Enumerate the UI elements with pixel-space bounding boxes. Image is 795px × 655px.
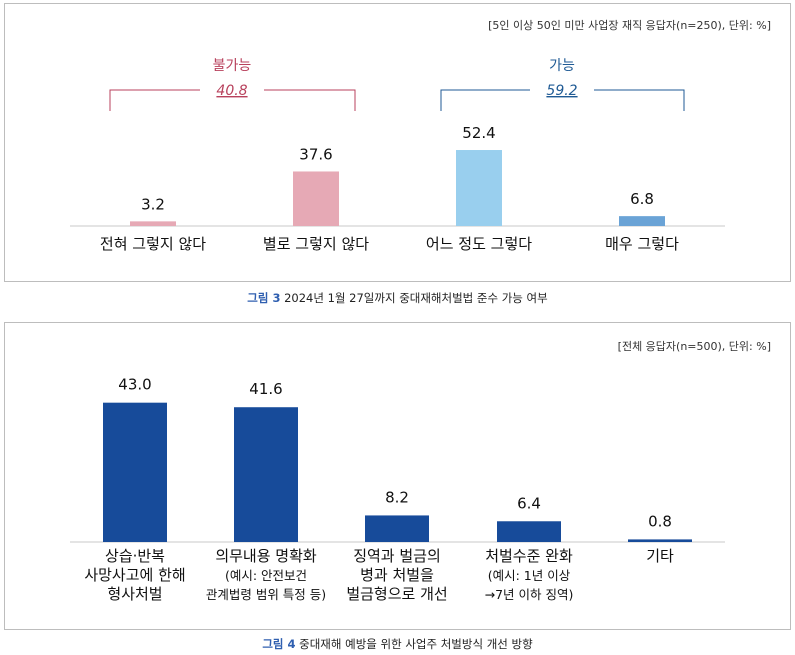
chart1-bar xyxy=(456,150,502,226)
chart1-value-label: 3.2 xyxy=(141,195,165,213)
chart2-category-label: 징역과 벌금의 xyxy=(353,547,441,565)
chart1-caption-label: 그림 3 xyxy=(247,291,281,305)
chart2-category-label: 의무내용 명확화 xyxy=(215,547,317,565)
chart2-category-label: (예시: 1년 이상 xyxy=(488,568,571,583)
chart1-bar xyxy=(130,221,176,226)
chart2-category-label: 형사처벌 xyxy=(107,585,162,603)
chart1-category-label: 별로 그렇지 않다 xyxy=(263,235,369,253)
chart2-caption: 그림 4 중대재해 예방을 위한 사업주 처벌방식 개선 방향 xyxy=(0,636,795,652)
chart1-caption: 그림 3 2024년 1월 27일까지 중대재해처벌법 준수 가능 여부 xyxy=(0,290,795,306)
chart1-panel xyxy=(4,3,791,282)
chart1-bar xyxy=(619,216,665,226)
chart1-note: [5인 이상 50인 미만 사업장 재직 응답자(n=250), 단위: %] xyxy=(488,19,771,32)
chart2-caption-text: 중대재해 예방을 위한 사업주 처벌방식 개선 방향 xyxy=(299,637,533,651)
chart2-category-label: (예시: 안전보건 xyxy=(225,568,307,583)
chart2-caption-label: 그림 4 xyxy=(262,637,296,651)
chart1-group-positive-label: 가능 xyxy=(549,58,575,74)
chart1-bar xyxy=(293,171,339,226)
chart2-bar xyxy=(365,515,429,542)
chart1-category-label: 어느 정도 그렇다 xyxy=(426,235,532,253)
chart2-value-label: 6.4 xyxy=(517,494,541,512)
chart1-value-label: 52.4 xyxy=(462,124,495,142)
chart2-category-label: →7년 이하 징역) xyxy=(485,587,574,602)
chart2-category-label: 기타 xyxy=(646,547,674,565)
chart2-category-label: 병과 처벌을 xyxy=(360,566,434,584)
chart2-value-label: 41.6 xyxy=(249,380,282,398)
chart2-category-label: 벌금형으로 개선 xyxy=(346,585,447,603)
chart1-value-label: 6.8 xyxy=(630,190,654,208)
chart2-category-label: 사망사고에 한해 xyxy=(84,566,185,584)
chart2-bar xyxy=(497,521,561,542)
chart2-category-label: 상습·반복 xyxy=(105,547,165,565)
chart2-bar xyxy=(628,539,692,542)
chart1-group-negative-value: 40.8 xyxy=(216,83,247,99)
chart1-category-label: 매우 그렇다 xyxy=(605,235,679,253)
chart1-caption-text: 2024년 1월 27일까지 중대재해처벌법 준수 가능 여부 xyxy=(284,291,548,305)
chart2-value-label: 0.8 xyxy=(648,512,672,530)
chart1-group-negative-bracket xyxy=(109,89,356,111)
chart2-note: [전체 응답자(n=500), 단위: %] xyxy=(617,340,771,353)
chart1-category-label: 전혀 그렇지 않다 xyxy=(100,235,206,253)
chart2-value-label: 8.2 xyxy=(385,488,409,506)
chart2-bar xyxy=(103,402,167,542)
chart2-value-label: 43.0 xyxy=(118,376,151,394)
chart1-group-negative-label: 불가능 xyxy=(213,58,252,74)
chart1-group-positive-bracket xyxy=(440,89,685,111)
chart1-value-label: 37.6 xyxy=(299,145,332,163)
chart2-bar xyxy=(234,407,298,542)
chart1-group-positive-value: 59.2 xyxy=(546,83,577,99)
chart2-category-label: 처벌수준 완화 xyxy=(485,547,573,565)
chart2-category-label: 관계법령 범위 특정 등) xyxy=(206,587,326,602)
